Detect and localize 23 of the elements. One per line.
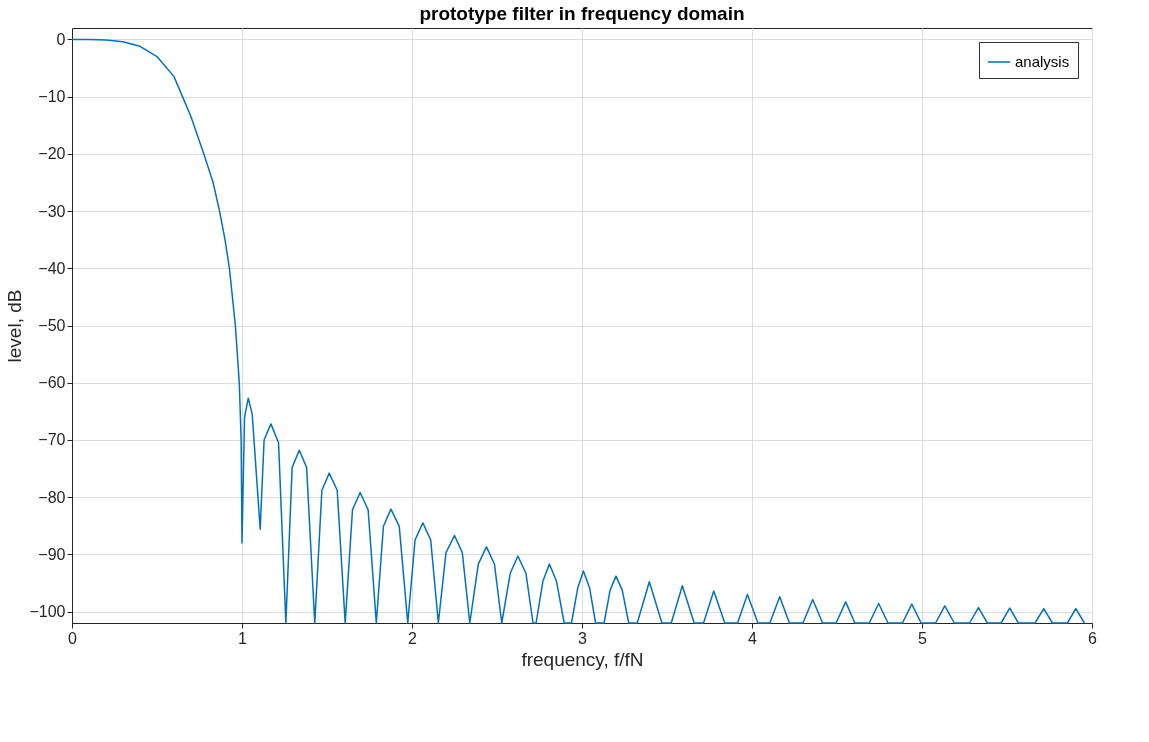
line-series [71, 38, 1086, 624]
x-tick-label: 6 [1088, 629, 1098, 647]
y-tick-label: −30 [38, 202, 66, 220]
x-tick-label: 0 [68, 629, 78, 647]
y-tick-label: −40 [38, 259, 66, 277]
y-tick-label: −10 [38, 88, 66, 106]
x-tick-label: 1 [238, 629, 248, 647]
y-tick-label: −100 [29, 603, 66, 621]
y-axis-title: level, dB [4, 289, 26, 363]
y-tick-label: −20 [38, 145, 66, 163]
x-axis-title: frequency, f/fN [521, 648, 644, 670]
legend-label: analysis [1015, 53, 1070, 70]
y-tick-label: 0 [56, 30, 66, 48]
y-tick-label: −60 [38, 374, 66, 392]
x-tick-label: 4 [748, 629, 758, 647]
x-tick-label: 2 [408, 629, 418, 647]
y-tick-label: −90 [38, 545, 66, 563]
y-tick-label: −80 [38, 488, 66, 506]
x-tick-label: 3 [578, 629, 588, 647]
y-tick-label: −70 [38, 431, 66, 449]
chart-title: prototype filter in frequency domain [419, 3, 745, 24]
y-tick-label: −50 [38, 317, 66, 334]
x-tick-label: 5 [918, 629, 928, 647]
